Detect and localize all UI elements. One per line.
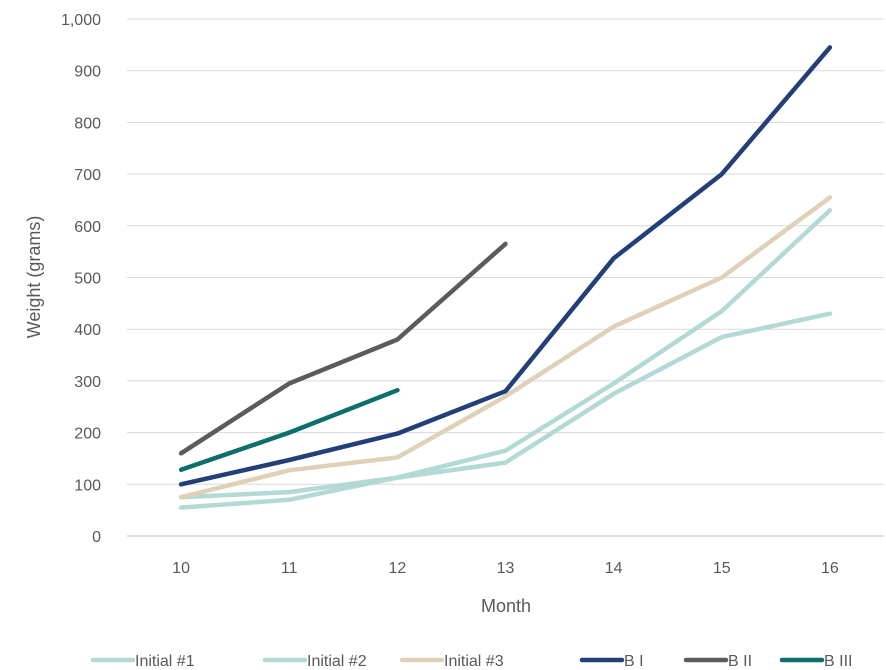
y-axis-ticks: 0 100 200 300 400 500 600 700 800 900 1,000 (61, 12, 101, 546)
x-tick-label: 13 (497, 560, 515, 577)
x-axis-ticks: 10 11 12 13 14 15 16 (172, 560, 839, 577)
y-tick-label: 0 (92, 529, 101, 546)
x-tick-label: 14 (605, 560, 623, 577)
x-tick-label: 10 (172, 560, 190, 577)
legend-label-b-ii: B II (728, 653, 752, 670)
y-tick-label: 800 (74, 115, 101, 132)
y-tick-label: 500 (74, 271, 101, 288)
legend-label-initial-1: Initial #1 (135, 653, 195, 670)
legend-label-b-iii: B III (824, 653, 852, 670)
series-line-initial-3 (178, 195, 833, 500)
x-tick-label: 11 (281, 560, 298, 577)
y-tick-label: 200 (74, 426, 101, 443)
legend-label-b-i: B I (624, 653, 644, 670)
y-tick-label: 300 (74, 374, 101, 391)
series-line-b-iii (178, 387, 400, 473)
x-axis-title: Month (481, 596, 531, 616)
y-tick-label: 100 (74, 477, 101, 494)
y-tick-label: 400 (74, 322, 101, 339)
series-lines (178, 45, 833, 510)
y-tick-label: 900 (74, 64, 101, 81)
x-tick-label: 12 (388, 560, 406, 577)
y-axis-title: Weight (grams) (24, 216, 44, 339)
y-tick-label: 700 (74, 167, 101, 184)
gridlines (127, 18, 884, 537)
legend-label-initial-3: Initial #3 (444, 653, 504, 670)
y-tick-label: 1,000 (61, 12, 101, 29)
x-tick-label: 16 (821, 560, 839, 577)
legend-label-initial-2: Initial #2 (307, 653, 367, 670)
x-tick-label: 15 (713, 560, 731, 577)
series-line-initial-1 (178, 311, 833, 500)
series-line-b-ii (178, 241, 508, 456)
series-line-b-i (178, 45, 833, 487)
y-tick-label: 600 (74, 219, 101, 236)
series-line-initial-2 (178, 208, 833, 510)
legend: Initial #1 Initial #2 Initial #3 B I B II B I… (90, 653, 852, 670)
